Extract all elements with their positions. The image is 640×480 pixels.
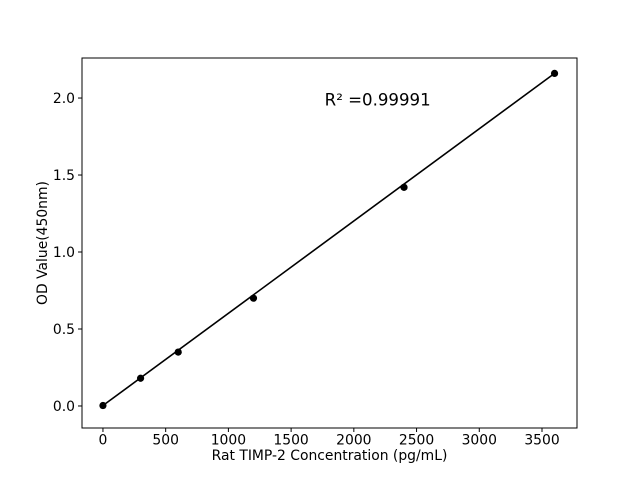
y-tick-label: 0.5 — [53, 322, 75, 338]
y-tick-label: 0.0 — [53, 399, 75, 415]
x-tick-label: 3000 — [462, 433, 497, 449]
x-tick-label: 0 — [99, 433, 108, 449]
data-point — [99, 401, 107, 410]
y-tick-label: 1.5 — [53, 168, 75, 184]
y-tick-label: 1.0 — [53, 245, 75, 261]
r-squared-annotation: R² =0.99991 — [324, 90, 431, 110]
y-tick-label: 2.0 — [53, 91, 75, 107]
x-axis-label: Rat TIMP-2 Concentration (pg/mL) — [211, 448, 448, 464]
data-point — [550, 69, 559, 77]
data-point — [174, 348, 182, 356]
x-tick-label: 1000 — [211, 433, 246, 449]
x-tick-label: 2000 — [336, 433, 371, 449]
data-point — [136, 374, 145, 382]
x-tick-label: 3500 — [524, 433, 559, 449]
x-tick-label: 1500 — [273, 433, 308, 449]
x-tick-label: 2500 — [399, 433, 434, 449]
plot-frame — [81, 57, 578, 429]
x-tick-label: 500 — [152, 433, 179, 449]
y-axis-label: OD Value(450nm) — [35, 181, 51, 305]
data-point — [400, 183, 408, 191]
data-point — [249, 294, 258, 302]
fit-line — [102, 72, 556, 407]
